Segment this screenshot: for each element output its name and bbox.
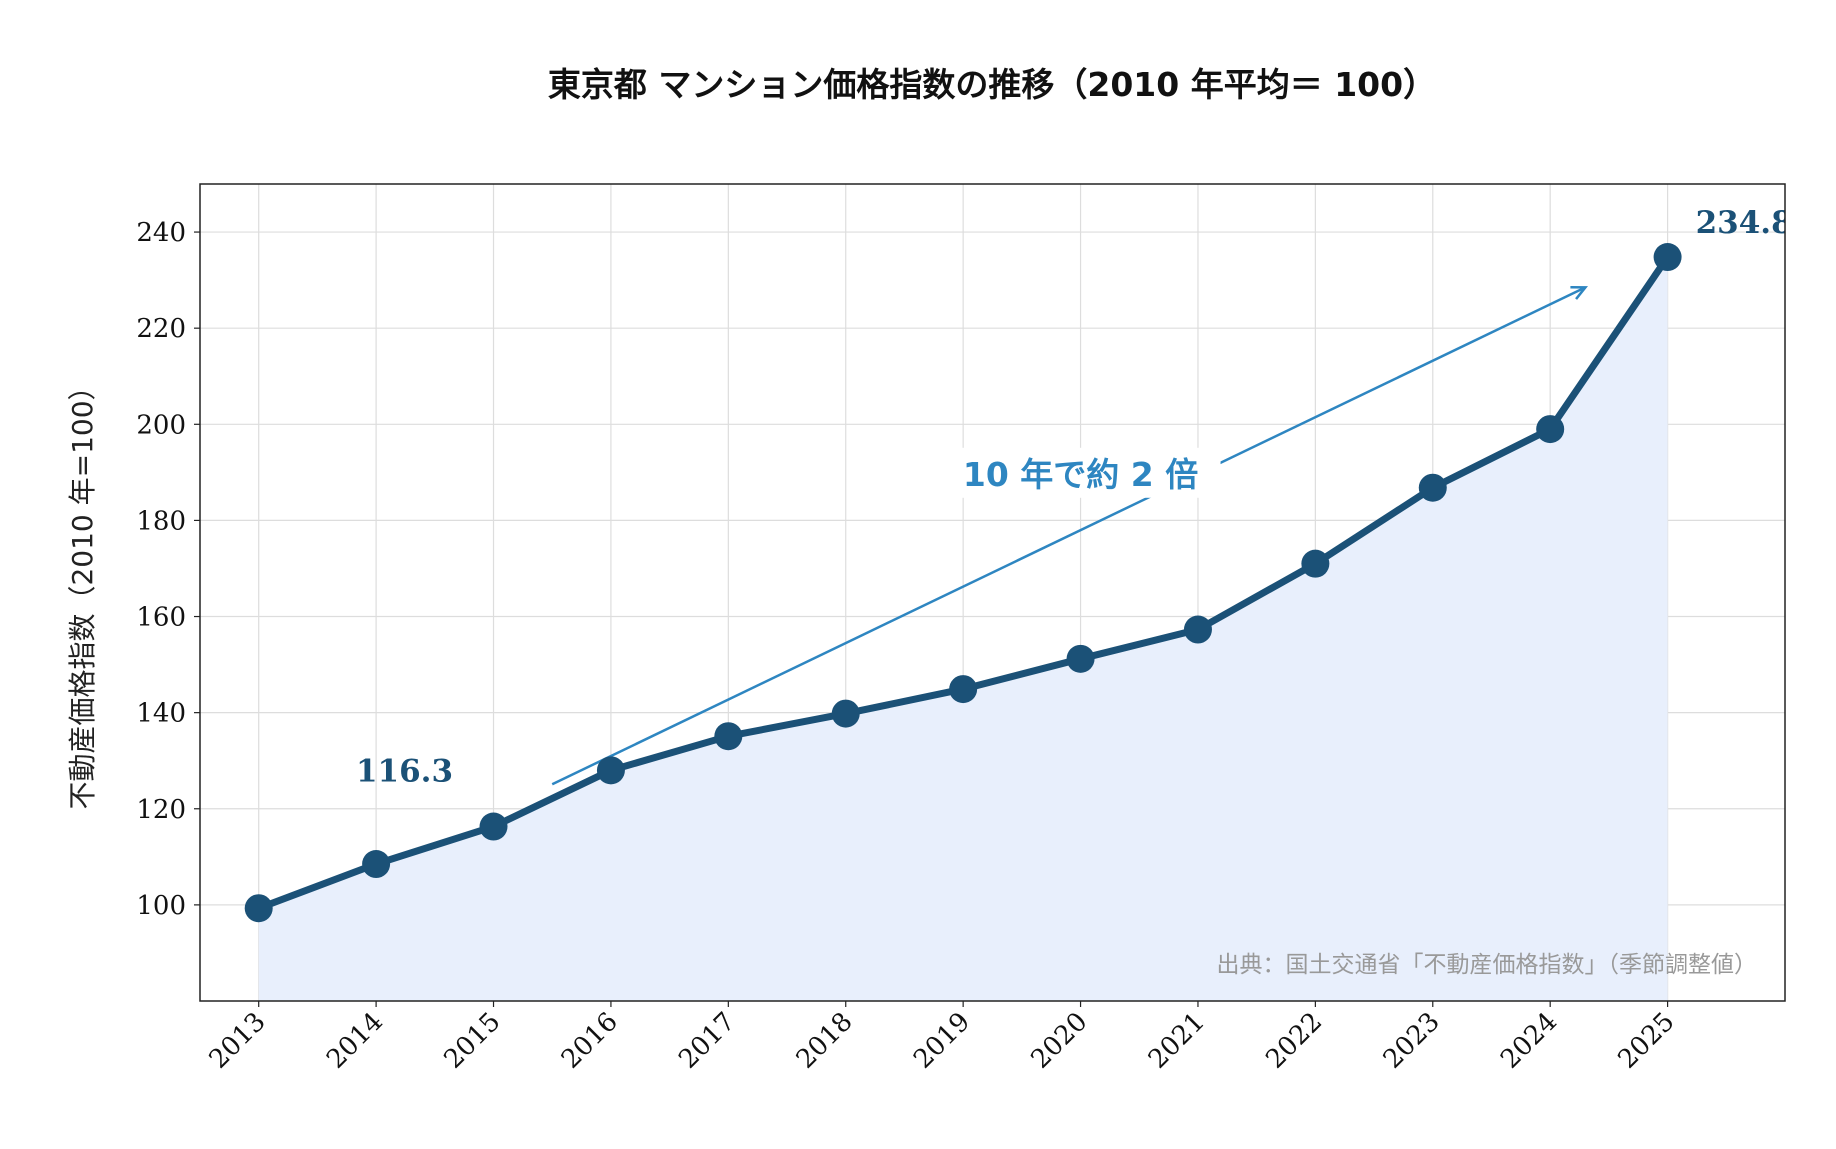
data-point <box>1301 549 1330 578</box>
y-tick-label: 220 <box>136 314 186 344</box>
data-point <box>949 675 978 704</box>
data-point <box>596 756 625 785</box>
x-tick-label: 2015 <box>438 1007 506 1075</box>
data-point <box>1536 415 1565 444</box>
data-point <box>714 722 743 751</box>
area-fill <box>258 257 1668 1001</box>
data-label: 116.3 <box>356 754 453 790</box>
x-tick-label: 2019 <box>908 1007 976 1075</box>
y-tick-label: 140 <box>136 699 186 729</box>
data-point <box>362 850 391 879</box>
data-point <box>479 812 508 841</box>
y-tick-label: 200 <box>136 410 186 440</box>
x-tick-label: 2016 <box>556 1007 624 1075</box>
x-tick-label: 2023 <box>1378 1007 1446 1075</box>
y-tick-label: 120 <box>136 795 186 825</box>
y-tick-label: 180 <box>136 506 186 536</box>
annotation-text: 10 年で約 2 倍 <box>963 455 1198 494</box>
annotation-arrow-head <box>1570 286 1589 300</box>
data-point <box>244 894 273 923</box>
data-point <box>1418 473 1447 502</box>
data-labels: 116.3 234.8 <box>356 205 1793 790</box>
x-tick-label: 2021 <box>1143 1007 1211 1075</box>
data-points <box>244 243 1682 923</box>
source-note: 出典：国土交通省「不動産価格指数」（季節調整値） <box>1217 952 1758 978</box>
plot-frame <box>199 183 1786 1002</box>
x-tick-label: 2018 <box>791 1007 859 1075</box>
data-point <box>1066 644 1095 673</box>
data-point <box>1183 615 1212 644</box>
x-tick-label: 2020 <box>1026 1007 1094 1075</box>
y-axis: 100 120 140 160 180 200 220 240 <box>136 218 200 921</box>
annotation-background <box>940 447 1221 498</box>
x-axis: 2013 2014 2015 2016 2017 2018 2019 2020 2021 2022… <box>204 1001 1681 1075</box>
x-tick-label: 2025 <box>1613 1007 1681 1075</box>
y-tick-label: 240 <box>136 218 186 248</box>
chart-title: 東京都 マンション価格指数の推移（2010 年平均＝ 100） <box>548 65 1436 104</box>
data-point <box>1653 243 1682 272</box>
x-tick-label: 2013 <box>204 1007 272 1075</box>
x-tick-label: 2022 <box>1260 1007 1328 1075</box>
annotation-arrow <box>551 286 1586 786</box>
y-axis-label: 不動産価格指数（2010 年=100） <box>66 372 99 809</box>
x-tick-label: 2014 <box>321 1007 389 1075</box>
data-point <box>831 699 860 728</box>
data-label: 234.8 <box>1696 205 1793 241</box>
y-tick-label: 100 <box>136 891 186 921</box>
x-tick-label: 2017 <box>673 1007 741 1075</box>
x-tick-label: 2024 <box>1495 1007 1563 1075</box>
y-tick-label: 160 <box>136 603 186 633</box>
